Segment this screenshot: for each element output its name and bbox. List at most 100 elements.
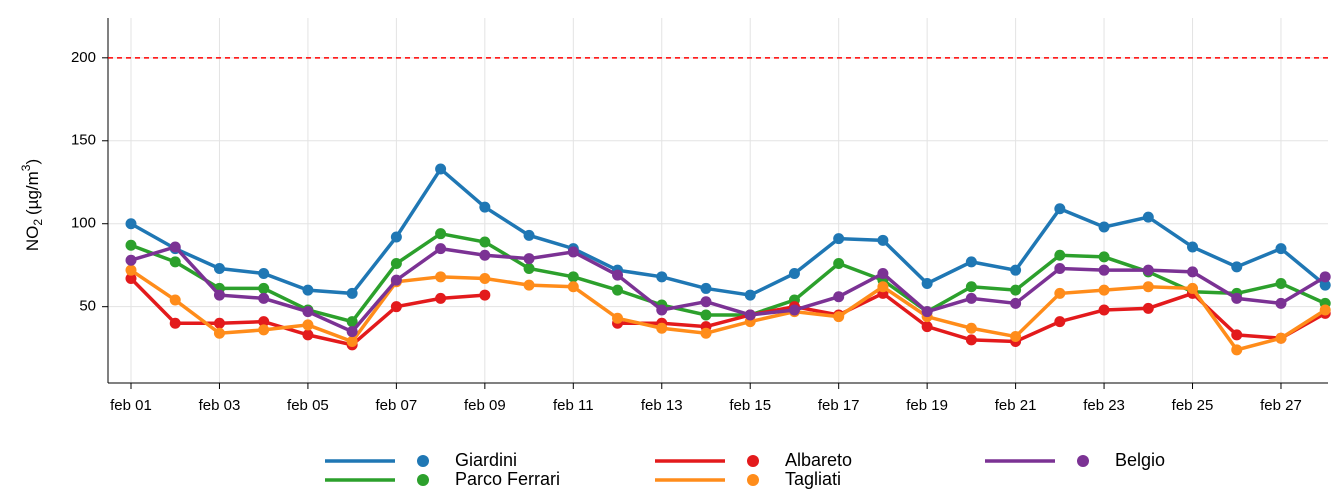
point xyxy=(744,309,756,321)
x-tick-label: feb 09 xyxy=(464,397,506,414)
point xyxy=(213,317,225,329)
point xyxy=(390,258,402,270)
point xyxy=(1142,302,1154,314)
point xyxy=(1098,304,1110,316)
point xyxy=(788,304,800,316)
point xyxy=(1187,282,1199,294)
point xyxy=(479,236,491,248)
point xyxy=(1319,271,1331,283)
point xyxy=(567,281,579,293)
point xyxy=(1319,304,1331,316)
point xyxy=(435,292,447,304)
point xyxy=(1142,264,1154,276)
x-tick-label: feb 01 xyxy=(110,397,152,414)
point xyxy=(390,274,402,286)
point xyxy=(877,234,889,246)
point xyxy=(346,316,358,328)
point xyxy=(921,306,933,318)
point xyxy=(700,309,712,321)
point xyxy=(390,231,402,243)
point xyxy=(523,253,535,265)
x-tick-label: feb 25 xyxy=(1172,397,1214,414)
point xyxy=(1054,316,1066,328)
point xyxy=(125,254,137,266)
point xyxy=(612,269,624,281)
point xyxy=(700,282,712,294)
point xyxy=(700,327,712,339)
point xyxy=(1231,292,1243,304)
point xyxy=(258,324,270,336)
point xyxy=(125,272,137,284)
point xyxy=(435,163,447,175)
point xyxy=(523,263,535,275)
point xyxy=(965,281,977,293)
point xyxy=(523,229,535,241)
point xyxy=(1098,221,1110,233)
y-tick-label: 150 xyxy=(71,132,96,149)
point xyxy=(921,321,933,333)
point xyxy=(1054,249,1066,261)
point xyxy=(258,316,270,328)
point xyxy=(1142,211,1154,223)
point xyxy=(1010,331,1022,343)
point xyxy=(125,239,137,251)
point xyxy=(302,284,314,296)
x-tick-label: feb 07 xyxy=(376,397,418,414)
point xyxy=(1010,264,1022,276)
y-tick-label: 50 xyxy=(79,298,96,315)
point xyxy=(1010,297,1022,309)
point xyxy=(1098,284,1110,296)
point xyxy=(1275,243,1287,255)
point xyxy=(302,329,314,341)
y-label-text: NO xyxy=(23,226,42,252)
point xyxy=(700,296,712,308)
point xyxy=(877,268,889,279)
x-tick-label: feb 13 xyxy=(641,397,683,414)
series-line xyxy=(130,166,1327,297)
point xyxy=(302,306,314,318)
point xyxy=(1231,261,1243,273)
x-tick-label: feb 05 xyxy=(287,397,329,414)
y-tick-label: 100 xyxy=(71,215,96,232)
point xyxy=(258,282,270,294)
x-tick-label: feb 21 xyxy=(995,397,1037,414)
point xyxy=(567,271,579,283)
point xyxy=(435,243,447,255)
x-tick-label: feb 15 xyxy=(729,397,771,414)
point xyxy=(346,287,358,299)
point xyxy=(1098,251,1110,263)
x-tick-label: feb 11 xyxy=(553,397,594,414)
legend-marker xyxy=(747,455,759,467)
legend-label: Giardini xyxy=(455,450,517,470)
point xyxy=(1054,287,1066,299)
y-tick-label: 200 xyxy=(71,49,96,66)
point xyxy=(213,327,225,339)
point xyxy=(612,312,624,324)
y-axis-label: NO2 (µg/m3) xyxy=(19,159,45,251)
point xyxy=(523,279,535,291)
point xyxy=(479,289,491,301)
point xyxy=(921,277,933,289)
point xyxy=(833,233,845,245)
point xyxy=(346,326,358,338)
legend-label: Tagliati xyxy=(785,469,841,489)
point xyxy=(833,291,845,303)
point xyxy=(1054,203,1066,215)
point xyxy=(213,289,225,301)
point xyxy=(965,322,977,334)
point xyxy=(479,201,491,213)
point xyxy=(1187,241,1199,253)
legend-marker xyxy=(417,474,429,486)
point xyxy=(169,294,181,306)
point xyxy=(788,268,800,279)
legend-marker xyxy=(1077,455,1089,467)
x-tick-label: feb 19 xyxy=(906,397,948,414)
point xyxy=(1142,281,1154,293)
point xyxy=(125,218,137,230)
x-tick-label: feb 27 xyxy=(1260,397,1302,414)
point xyxy=(479,249,491,261)
point xyxy=(1187,266,1199,278)
series-line xyxy=(130,244,1327,334)
